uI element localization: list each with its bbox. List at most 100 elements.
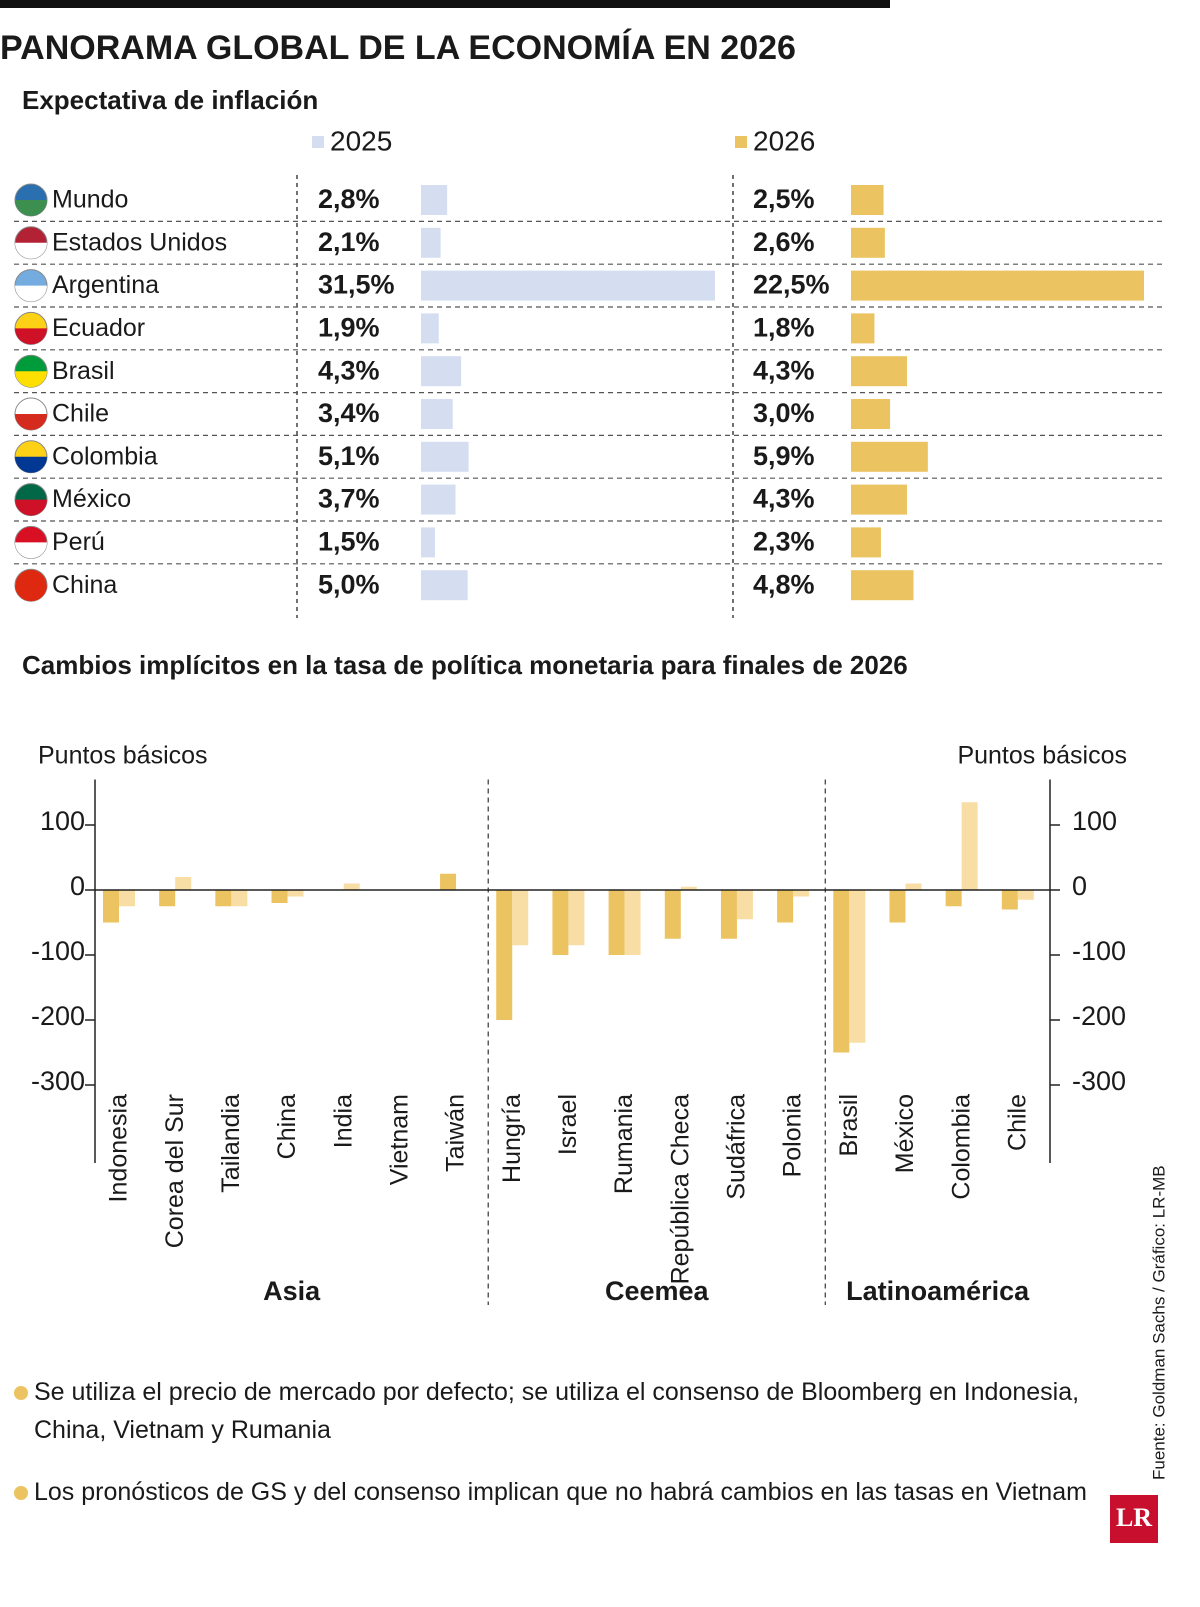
- x-tick-label: Brasil: [835, 1094, 863, 1157]
- x-tick-label: Israel: [554, 1094, 582, 1155]
- chart-title: Cambios implícitos en la tasa de polític…: [22, 650, 908, 680]
- x-tick-label: Chile: [1003, 1094, 1031, 1151]
- y-tick-label: 100: [40, 806, 85, 836]
- bar: [159, 890, 176, 907]
- bar: [343, 883, 360, 890]
- group-label: Asia: [263, 1276, 321, 1306]
- bar: [421, 399, 453, 429]
- category-label: México: [52, 485, 131, 513]
- bar: [421, 313, 439, 344]
- y2-tick-label: 0: [1072, 871, 1087, 901]
- bar: [421, 227, 441, 258]
- bar: [851, 484, 907, 515]
- bar: [421, 185, 448, 215]
- bar: [945, 890, 962, 907]
- bar: [103, 890, 119, 923]
- category-label: Brasil: [52, 357, 115, 385]
- flag-icon: [15, 285, 47, 302]
- x-tick-label: Vietnam: [385, 1094, 413, 1185]
- bar: [496, 890, 513, 1020]
- legend-swatch: [735, 136, 747, 148]
- logo: LR: [1116, 1503, 1152, 1532]
- value-label: 1,8%: [753, 313, 815, 343]
- bar: [568, 890, 585, 946]
- legend-swatch: [312, 136, 324, 148]
- value-label: 1,9%: [318, 313, 380, 343]
- flag-icon: [15, 585, 47, 602]
- category-label: Perú: [52, 528, 105, 556]
- category-label: Chile: [52, 400, 109, 428]
- bar: [851, 441, 928, 472]
- bar: [1001, 890, 1018, 910]
- page-title: PANORAMA GLOBAL DE LA ECONOMÍA EN 2026: [0, 29, 796, 67]
- logo-box: [1110, 1495, 1158, 1543]
- note: Se utiliza el precio de mercado por defe…: [14, 1373, 1114, 1449]
- y2-tick-label: 100: [1072, 806, 1117, 836]
- bar: [851, 185, 884, 215]
- bar: [889, 890, 906, 923]
- y-tick-label: -300: [31, 1066, 85, 1096]
- y2-tick-label: -100: [1072, 936, 1126, 966]
- x-tick-label: Hungría: [498, 1094, 526, 1183]
- bar: [608, 890, 625, 955]
- category-label: Colombia: [52, 442, 158, 470]
- value-label: 2,8%: [318, 184, 380, 214]
- legend-label: 2026: [753, 125, 815, 156]
- x-tick-label: México: [891, 1094, 919, 1173]
- bar: [440, 873, 457, 890]
- category-label: Ecuador: [52, 314, 145, 342]
- top-rule: [0, 0, 890, 8]
- bar: [1017, 890, 1034, 900]
- value-label: 3,0%: [753, 398, 815, 428]
- y2-tick-label: -300: [1072, 1066, 1126, 1096]
- bar: [777, 890, 794, 923]
- y2-axis-label: Puntos básicos: [957, 742, 1127, 770]
- y-tick-label: -100: [31, 936, 85, 966]
- bar: [905, 883, 922, 890]
- bar: [851, 399, 891, 429]
- bar: [851, 313, 875, 344]
- x-tick-label: Indonesia: [105, 1094, 133, 1203]
- bar: [512, 890, 529, 946]
- group-label: Ceemea: [605, 1276, 710, 1306]
- y-axis-label: Puntos básicos: [38, 742, 208, 770]
- value-label: 2,5%: [753, 184, 815, 214]
- x-tick-label: Tailandia: [217, 1094, 245, 1193]
- chart-title: Expectativa de inflación: [22, 85, 318, 115]
- bar: [851, 270, 1144, 301]
- bar: [851, 356, 907, 387]
- flag-icon: [15, 328, 47, 345]
- y-tick-label: 0: [70, 871, 85, 901]
- flag-icon: [15, 499, 47, 516]
- bar: [421, 441, 469, 472]
- x-tick-label: Rumania: [610, 1094, 638, 1194]
- x-tick-label: Colombia: [947, 1094, 975, 1200]
- bar: [833, 890, 850, 1053]
- x-tick-label: Taiwán: [442, 1094, 470, 1172]
- group-label: Latinoamérica: [846, 1276, 1030, 1306]
- bar: [849, 890, 866, 1043]
- bar: [421, 356, 462, 387]
- bar: [736, 890, 753, 920]
- flag-icon: [15, 200, 47, 216]
- bar: [175, 877, 192, 890]
- value-label: 4,3%: [753, 484, 815, 514]
- bar: [664, 890, 681, 939]
- value-label: 5,0%: [318, 569, 380, 599]
- category-label: Estados Unidos: [52, 228, 227, 256]
- bar: [851, 227, 885, 258]
- y2-tick-label: -200: [1072, 1001, 1126, 1031]
- bar: [851, 570, 914, 601]
- flag-icon: [15, 371, 47, 388]
- value-label: 3,4%: [318, 398, 380, 428]
- bar: [271, 890, 288, 903]
- value-label: 2,1%: [318, 227, 380, 257]
- bar: [287, 890, 304, 897]
- bar: [680, 886, 697, 890]
- bar: [720, 890, 737, 939]
- x-tick-label: Polonia: [779, 1094, 807, 1177]
- y-tick-label: -200: [31, 1001, 85, 1031]
- bar: [793, 890, 810, 897]
